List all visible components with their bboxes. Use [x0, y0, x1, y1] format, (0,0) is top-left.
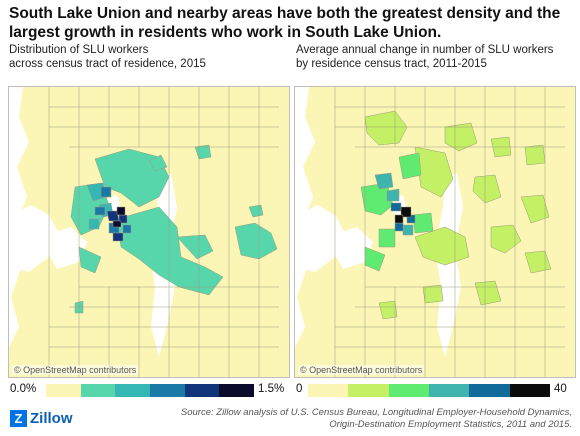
density-tier-4: [106, 210, 128, 242]
growth-tier-2: [360, 152, 434, 272]
growth-tier-5: [394, 206, 412, 224]
growth-legend-swatch: [388, 384, 429, 397]
density-legend-swatch: [219, 384, 255, 397]
source-line2: Origin-Destination Employment Statistics…: [329, 419, 572, 430]
source-note: Source: Zillow analysis of U.S. Census B…: [152, 407, 572, 431]
density-map[interactable]: © OpenStreetMap contributors: [8, 86, 290, 378]
tract-borders: [48, 87, 279, 377]
elliott-bay-water: [39, 227, 87, 269]
zillow-logo-text: Zillow: [30, 409, 73, 427]
density-legend-swatch: [46, 384, 81, 397]
right-subtitle-line2: by residence census tract, 2011-2015: [296, 58, 487, 70]
left-subtitle-line1: Distribution of SLU workers: [9, 44, 149, 56]
left-map-subtitle: Distribution of SLU workers across censu…: [9, 43, 279, 71]
growth-legend-swatch: [469, 384, 510, 397]
growth-map-canvas: [295, 87, 565, 377]
growth-tier-4: [390, 202, 416, 232]
growth-map[interactable]: © OpenStreetMap contributors: [294, 86, 576, 378]
growth-tier-1: [364, 110, 552, 320]
density-tier-5: [112, 206, 126, 228]
growth-tier-3: [374, 172, 414, 236]
right-map-subtitle: Average annual change in number of SLU w…: [296, 43, 576, 71]
growth-legend-swatch: [509, 384, 550, 397]
puget-sound-west: [9, 205, 61, 272]
growth-legend-max: 40: [554, 383, 567, 395]
elliott-bay-water: [325, 227, 373, 269]
growth-legend-swatch: [308, 384, 349, 397]
growth-legend-swatch: [348, 384, 389, 397]
puget-sound-west: [295, 205, 347, 272]
density-legend-swatch: [80, 384, 116, 397]
density-legend-scale: [46, 384, 255, 397]
left-subtitle-line2: across census tract of residence, 2015: [9, 58, 206, 70]
right-subtitle-line1: Average annual change in number of SLU w…: [296, 44, 554, 56]
density-legend-swatch: [150, 384, 185, 397]
density-legend: 0.0% 1.5%: [10, 382, 290, 398]
tract-borders: [334, 87, 565, 377]
growth-legend-min: 0: [296, 383, 303, 395]
growth-legend-scale: [308, 384, 550, 397]
density-tier-1: [70, 144, 278, 314]
growth-legend-swatch: [428, 384, 470, 397]
osm-attribution[interactable]: © OpenStreetMap contributors: [298, 365, 425, 375]
source-line1: Source: Zillow analysis of U.S. Census B…: [180, 407, 572, 418]
growth-legend: 0 40: [296, 382, 576, 398]
headline: South Lake Union and nearby areas have b…: [9, 5, 561, 41]
density-legend-min: 0.0%: [10, 383, 37, 395]
density-legend-max: 1.5%: [258, 383, 285, 395]
density-legend-swatch: [184, 384, 220, 397]
density-map-canvas: [9, 87, 279, 377]
density-legend-swatch: [115, 384, 151, 397]
zillow-logo: Z Zillow: [10, 408, 73, 428]
zillow-logo-icon: Z: [10, 409, 27, 427]
osm-attribution[interactable]: © OpenStreetMap contributors: [12, 365, 139, 375]
lake-washington-water: [435, 173, 463, 357]
